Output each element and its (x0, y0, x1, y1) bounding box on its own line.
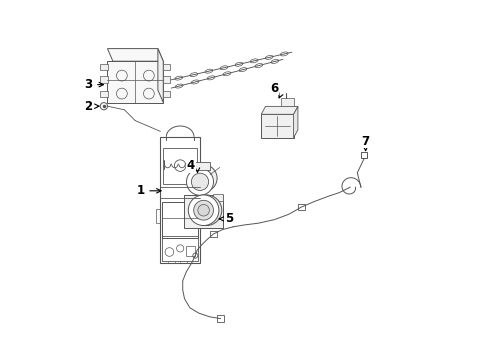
Bar (261, 114, 294, 138)
Bar (184, 195, 223, 228)
Polygon shape (294, 107, 298, 138)
Bar (186, 246, 195, 256)
Bar (162, 202, 198, 238)
Bar (217, 315, 224, 322)
Text: 1: 1 (137, 184, 145, 197)
Bar (162, 236, 198, 261)
Text: 6: 6 (270, 82, 279, 95)
Ellipse shape (271, 59, 279, 63)
Ellipse shape (198, 204, 209, 216)
Bar (361, 152, 368, 158)
Ellipse shape (192, 173, 209, 190)
Ellipse shape (194, 200, 214, 220)
Ellipse shape (265, 55, 273, 59)
Ellipse shape (191, 80, 199, 84)
Ellipse shape (175, 84, 183, 88)
Ellipse shape (235, 62, 243, 66)
Bar (107, 61, 163, 103)
Bar (163, 76, 171, 83)
Ellipse shape (188, 195, 219, 225)
Ellipse shape (220, 66, 228, 70)
Polygon shape (107, 49, 163, 61)
Ellipse shape (250, 59, 258, 63)
Polygon shape (261, 107, 298, 114)
Text: 4: 4 (187, 159, 195, 172)
Bar (100, 91, 108, 97)
Text: 7: 7 (362, 135, 369, 148)
Ellipse shape (191, 195, 222, 225)
Bar (163, 91, 171, 97)
Bar (100, 76, 108, 83)
Ellipse shape (187, 168, 214, 195)
Ellipse shape (205, 69, 213, 73)
Ellipse shape (190, 165, 217, 192)
Bar (100, 64, 108, 70)
Polygon shape (158, 49, 163, 103)
Ellipse shape (239, 68, 247, 72)
Text: 5: 5 (225, 212, 233, 225)
Ellipse shape (255, 64, 263, 68)
Bar (160, 137, 200, 263)
Bar (210, 231, 217, 237)
Bar (190, 162, 210, 170)
Bar (200, 209, 204, 223)
Ellipse shape (280, 52, 288, 56)
Ellipse shape (190, 73, 197, 77)
Text: 2: 2 (84, 100, 93, 113)
Bar (163, 64, 171, 70)
Bar (281, 98, 294, 107)
Ellipse shape (223, 72, 231, 76)
Bar (298, 204, 305, 210)
Ellipse shape (175, 76, 183, 80)
Bar (163, 148, 197, 184)
Text: 3: 3 (84, 78, 93, 91)
Bar (213, 194, 223, 201)
Ellipse shape (207, 76, 215, 80)
Bar (156, 209, 160, 223)
